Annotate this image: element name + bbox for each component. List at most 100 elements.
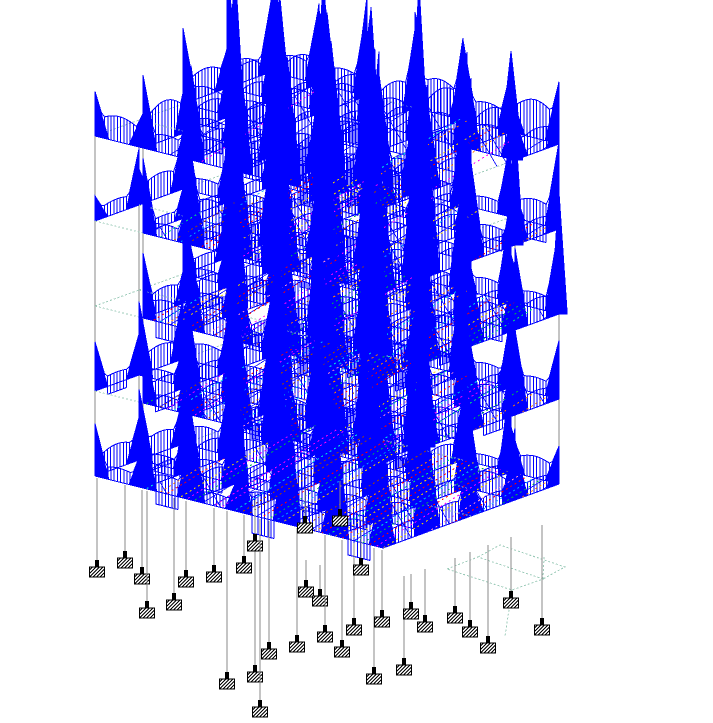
support-symbol bbox=[333, 640, 351, 658]
slab-hatch-line bbox=[143, 424, 559, 548]
slab-stress-hatch bbox=[143, 424, 559, 548]
moment-diagram-envelope bbox=[94, 423, 144, 488]
support-symbol bbox=[446, 606, 464, 624]
support-box bbox=[138, 607, 156, 619]
moment-diagram-envelope bbox=[414, 262, 464, 375]
beam-axis-line bbox=[510, 471, 560, 485]
moment-diagram-envelope bbox=[466, 354, 516, 415]
beam-axis-line bbox=[238, 511, 288, 525]
moment-diagram-envelope bbox=[142, 252, 188, 318]
support-stem bbox=[95, 560, 99, 567]
support-hatch bbox=[346, 625, 362, 635]
moment-diagram-envelope bbox=[510, 426, 560, 484]
moment-fringe-edge bbox=[107, 387, 127, 395]
support-hatch bbox=[403, 609, 419, 619]
moment-spike-hatch bbox=[553, 204, 567, 314]
moment-fringe-hatch bbox=[483, 419, 503, 436]
beam-axis-line bbox=[466, 317, 516, 331]
slab-hatch-line bbox=[143, 169, 559, 293]
support-symbol bbox=[177, 570, 195, 588]
moment-diagram-envelope bbox=[334, 410, 384, 548]
support-stem bbox=[323, 625, 327, 632]
support-stem bbox=[423, 615, 427, 622]
support-hatch bbox=[89, 567, 105, 577]
slab-hatch-line bbox=[143, 424, 559, 548]
beam-axis-line bbox=[94, 135, 144, 149]
support-hatch bbox=[334, 647, 350, 657]
moment-diagram-envelope bbox=[186, 306, 236, 399]
support-stem bbox=[380, 610, 384, 617]
support-hatch bbox=[462, 627, 478, 637]
moment-spike-hatch bbox=[458, 272, 469, 375]
support-stem bbox=[123, 551, 127, 558]
slab-hatch-line bbox=[143, 339, 559, 463]
moment-fringe-hatch bbox=[151, 463, 175, 477]
slab-hatch-line bbox=[143, 254, 559, 378]
support-box bbox=[116, 557, 134, 569]
moment-diagram-envelope bbox=[138, 301, 188, 387]
moment-diagram-envelope bbox=[142, 340, 192, 415]
support-box bbox=[416, 621, 434, 633]
support-box bbox=[251, 706, 269, 718]
support-box bbox=[373, 616, 391, 628]
moment-fringe-hatch bbox=[435, 422, 459, 440]
support-stem bbox=[318, 589, 322, 596]
moment-spike-hatch bbox=[315, 211, 325, 339]
support-box bbox=[402, 608, 420, 620]
support-box bbox=[345, 624, 363, 636]
support-hatch bbox=[117, 558, 133, 568]
support-hatch bbox=[396, 665, 412, 675]
support-stem bbox=[225, 672, 229, 679]
support-symbol bbox=[205, 565, 223, 583]
slab-hatch-line bbox=[143, 424, 559, 548]
moment-fringe-hatch bbox=[523, 220, 547, 243]
moment-diagram-envelope bbox=[182, 27, 228, 104]
moment-spike-hatch bbox=[271, 19, 288, 128]
moment-diagram-envelope bbox=[226, 219, 276, 355]
support-hatch bbox=[366, 674, 382, 684]
support-symbol bbox=[316, 625, 334, 643]
beam-axis-line bbox=[510, 386, 560, 400]
support-hatch bbox=[247, 541, 263, 551]
moment-diagram-envelope bbox=[142, 433, 192, 500]
support-symbol bbox=[502, 591, 520, 609]
support-hatch bbox=[139, 608, 155, 618]
moment-diagram-envelope bbox=[510, 313, 560, 399]
moment-fringe-hatch bbox=[155, 321, 179, 344]
beam-axis-line bbox=[94, 475, 144, 489]
support-box bbox=[165, 599, 183, 611]
moment-diagram-envelope bbox=[422, 385, 468, 504]
support-stem bbox=[253, 665, 257, 672]
support-symbol bbox=[373, 610, 391, 628]
moment-spike-hatch bbox=[226, 60, 246, 144]
support-stem bbox=[145, 601, 149, 608]
moment-diagram-envelope bbox=[190, 412, 240, 512]
support-hatch bbox=[503, 598, 519, 608]
support-stem bbox=[352, 618, 356, 625]
support-symbol bbox=[331, 509, 349, 527]
slab-hatch-line bbox=[143, 339, 559, 463]
slab-hatch-line bbox=[143, 84, 559, 208]
support-symbol bbox=[165, 593, 183, 611]
support-stem bbox=[267, 642, 271, 649]
support-hatch bbox=[219, 679, 235, 689]
support-stem bbox=[184, 570, 188, 577]
moment-diagram-envelope bbox=[94, 333, 140, 391]
beam-axis-line bbox=[514, 313, 560, 331]
moment-fringe-edge bbox=[151, 470, 175, 477]
slab-hatch-line bbox=[143, 424, 559, 548]
support-symbol bbox=[260, 642, 278, 660]
support-hatch bbox=[298, 587, 314, 597]
moment-fringe-edge bbox=[479, 245, 503, 252]
support-box bbox=[288, 641, 306, 653]
slab-hatch-line bbox=[143, 254, 559, 378]
moment-diagram-envelope bbox=[422, 78, 472, 176]
moment-diagram-envelope bbox=[94, 148, 140, 221]
frame-beam-line bbox=[94, 390, 144, 404]
moment-fringe-edge bbox=[347, 554, 371, 561]
support-hatch bbox=[261, 649, 277, 659]
support-box bbox=[333, 646, 351, 658]
ground-line bbox=[446, 556, 545, 591]
support-stem bbox=[340, 640, 344, 647]
